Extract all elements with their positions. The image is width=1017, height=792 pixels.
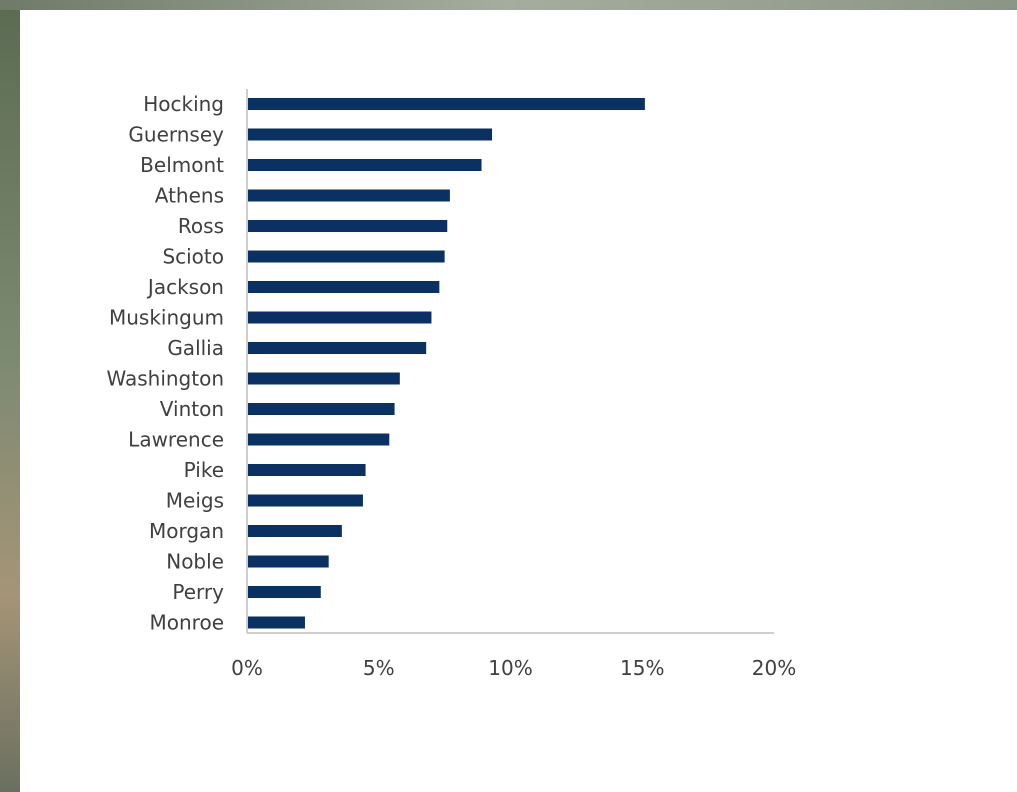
category-label-belmont: Belmont xyxy=(140,153,224,177)
bar-lawrence xyxy=(248,433,390,446)
category-label-ross: Ross xyxy=(178,214,224,238)
category-label-hocking: Hocking xyxy=(143,92,224,116)
category-label-muskingum: Muskingum xyxy=(109,306,224,330)
bar-muskingum xyxy=(248,311,432,324)
bar-perry xyxy=(248,586,321,598)
category-label-guernsey: Guernsey xyxy=(128,123,224,147)
category-labels: Hocking Guernsey Belmont Athens Ross Scioto Ja… xyxy=(106,92,224,635)
bar-ross xyxy=(248,220,448,232)
category-label-jackson: Jackson xyxy=(146,275,224,299)
bar-pike xyxy=(248,464,366,476)
x-tick-label-20: 20% xyxy=(752,656,796,680)
x-tick-label-0: 0% xyxy=(231,656,263,680)
bar-belmont xyxy=(248,159,482,171)
backdrop-top-edge xyxy=(0,0,1017,10)
x-tick-label-5: 5% xyxy=(363,656,395,680)
bar-scioto xyxy=(248,250,445,263)
bar-athens xyxy=(248,189,450,202)
bar-guernsey xyxy=(248,128,493,141)
bar-jackson xyxy=(248,281,440,293)
bar-group xyxy=(248,98,645,629)
bar-meigs xyxy=(248,494,363,507)
category-label-lawrence: Lawrence xyxy=(128,428,224,452)
category-label-meigs: Meigs xyxy=(166,489,224,513)
bar-morgan xyxy=(248,525,342,537)
category-label-perry: Perry xyxy=(172,580,224,604)
category-label-vinton: Vinton xyxy=(160,397,224,421)
category-label-athens: Athens xyxy=(155,184,224,208)
category-label-washington: Washington xyxy=(106,367,224,391)
x-tick-label-15: 15% xyxy=(620,656,664,680)
bar-monroe xyxy=(248,616,305,629)
x-tick-labels: 0% 5% 10% 15% 20% xyxy=(231,656,796,680)
chart-panel xyxy=(20,10,1017,792)
category-label-morgan: Morgan xyxy=(149,519,224,543)
bar-noble xyxy=(248,555,329,568)
bar-gallia xyxy=(248,342,427,354)
bar-hocking xyxy=(248,98,645,110)
category-label-scioto: Scioto xyxy=(162,245,224,269)
category-label-monroe: Monroe xyxy=(150,611,225,635)
backdrop-left-edge xyxy=(0,0,20,792)
x-tick-label-10: 10% xyxy=(488,656,532,680)
bar-vinton xyxy=(248,403,395,415)
category-label-noble: Noble xyxy=(166,550,224,574)
category-label-gallia: Gallia xyxy=(167,336,224,360)
bar-washington xyxy=(248,372,400,385)
category-label-pike: Pike xyxy=(184,458,224,482)
